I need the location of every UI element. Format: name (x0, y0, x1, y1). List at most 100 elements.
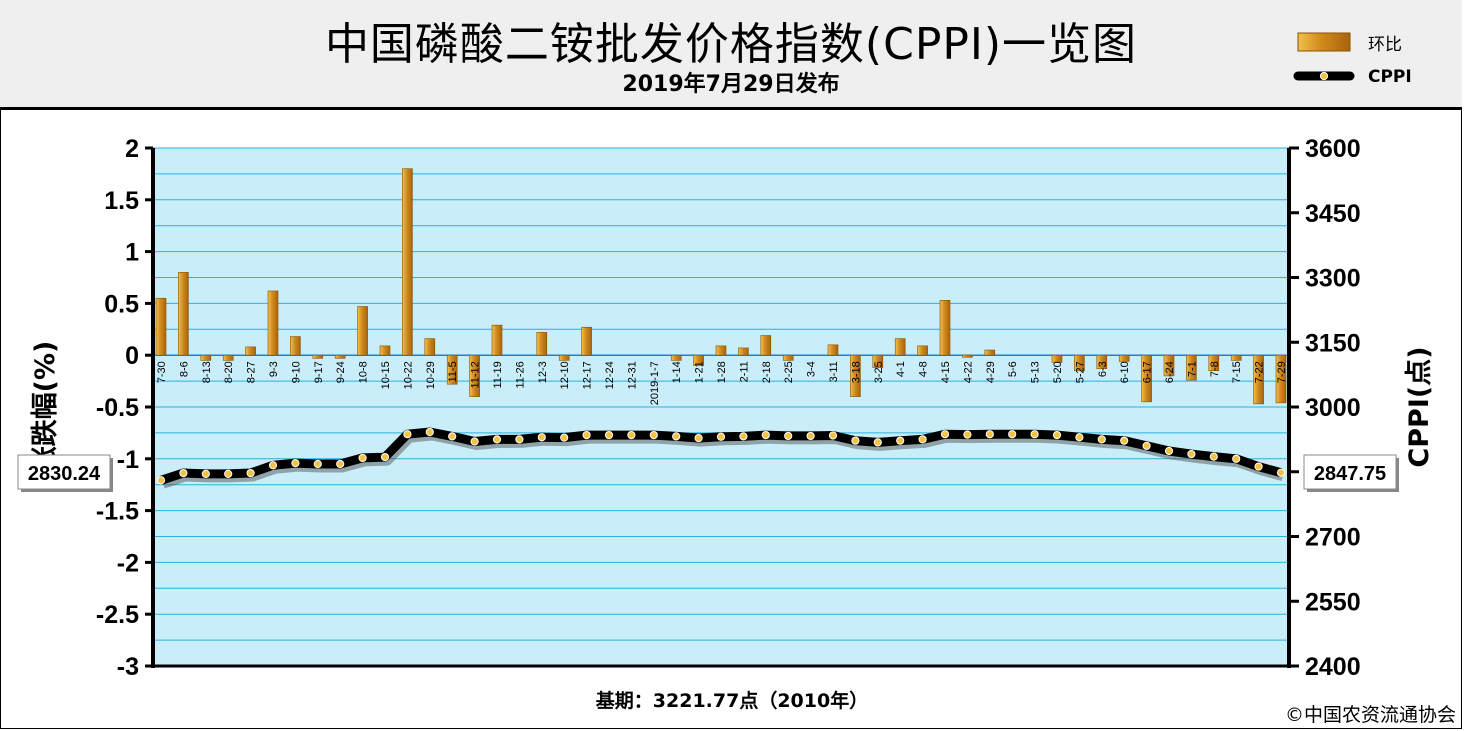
x-category-label: 7-22 (1254, 361, 1266, 383)
x-category-label: 5-13 (1030, 361, 1042, 383)
x-category-label: 7-15 (1231, 361, 1243, 383)
bar-mom-change (469, 354, 480, 397)
bar-mom-change (334, 354, 346, 359)
right-tick-label: 2700 (1305, 524, 1361, 552)
x-category-label: 3-4 (806, 361, 818, 377)
cppi-point (716, 432, 726, 441)
bar-mom-change (1275, 354, 1287, 404)
bar-mom-change (872, 354, 884, 368)
x-category-label: 6-24 (1164, 361, 1176, 383)
cppi-point (694, 433, 703, 443)
bar-mom-change (178, 272, 189, 356)
bar-mom-change (962, 354, 973, 358)
x-category-label: 3-11 (828, 361, 840, 382)
cppi-point (963, 430, 972, 439)
right-tick-label: 3600 (1305, 135, 1361, 163)
x-category-label: 8-27 (246, 361, 258, 383)
x-category-label: 10-8 (358, 361, 370, 383)
cppi-point (403, 430, 412, 439)
cppi-point (224, 469, 233, 479)
x-category-label: 12-24 (604, 361, 616, 389)
cppi-point (828, 431, 838, 440)
cppi-point (1254, 462, 1263, 471)
bar-mom-change (670, 354, 682, 361)
cppi-point (291, 459, 300, 468)
x-category-label: 2019-1-7 (649, 361, 661, 405)
cppi-point (1097, 435, 1106, 444)
bar-mom-change (402, 168, 413, 356)
cppi-point (515, 435, 524, 444)
x-category-label: 11-5 (447, 361, 459, 382)
cppi-point (806, 431, 815, 441)
x-category-label: 1-28 (716, 361, 728, 383)
x-category-label: 10-15 (380, 361, 392, 389)
cppi-point (761, 430, 770, 440)
cppi-point (918, 435, 927, 444)
cppi-point (492, 435, 502, 444)
x-category-label: 4-8 (918, 361, 930, 377)
x-category-label: 12-17 (582, 361, 594, 389)
cppi-point (582, 430, 591, 440)
cppi-point (1075, 433, 1084, 442)
cppi-point (560, 433, 569, 442)
first-value-callout-box (17, 454, 111, 490)
cppi-point (1276, 468, 1286, 477)
right-tick-label: 2400 (1305, 653, 1361, 681)
cppi-point (985, 430, 994, 439)
cppi-point (358, 453, 367, 463)
x-category-label: 7-1 (1186, 361, 1198, 377)
x-category-label: 11-19 (492, 361, 504, 388)
x-category-label: 9-17 (313, 361, 325, 383)
cppi-point (739, 432, 748, 441)
left-tick-label: -2.5 (96, 601, 139, 629)
cppi-point (784, 431, 793, 441)
right-tick-label: 3450 (1305, 200, 1361, 228)
left-tick-label: -3 (117, 653, 139, 681)
x-category-label: 6-17 (1142, 361, 1154, 383)
right-tick-label: 3150 (1305, 329, 1361, 357)
cppi-point (1187, 449, 1196, 459)
cppi-point (380, 452, 390, 462)
left-tick-label: -0.5 (96, 394, 139, 422)
x-category-label: 5-20 (1052, 361, 1064, 383)
bar-mom-change (738, 347, 749, 356)
x-category-label: 11-12 (470, 361, 482, 388)
left-tick-label: -1 (117, 446, 139, 474)
left-tick-label: 0.5 (104, 290, 139, 318)
cppi-point (940, 430, 950, 439)
base-period-note: 基期：3221.77点（2010年） (595, 690, 869, 712)
bar-mom-change (290, 336, 301, 356)
bar-mom-change (558, 354, 570, 361)
cppi-point (672, 432, 681, 441)
cppi-point (649, 430, 658, 440)
x-category-label: 9-3 (268, 361, 280, 377)
x-category-label: 8-6 (178, 361, 190, 377)
x-category-label: 12-31 (626, 361, 638, 389)
x-category-label: 11-26 (514, 361, 526, 388)
cppi-point (896, 436, 905, 445)
first-value-callout: 2830.24 (28, 463, 101, 485)
bar-mom-change (984, 349, 996, 356)
bar-mom-change (536, 332, 548, 356)
right-tick-label: 3300 (1305, 265, 1361, 293)
bar-mom-change (155, 297, 167, 356)
x-category-label: 2-25 (783, 361, 795, 383)
cppi-point (201, 469, 210, 479)
bar-mom-change (1051, 354, 1063, 363)
x-category-label: 4-15 (940, 361, 952, 383)
left-tick-label: 1.5 (104, 187, 139, 215)
x-category-label: 7-8 (1209, 361, 1221, 377)
bar-mom-change (1096, 354, 1108, 369)
chart-subtitle: 2019年7月29日发布 (622, 72, 840, 97)
left-tick-label: -1.5 (96, 498, 139, 526)
right-tick-label: 2550 (1305, 588, 1361, 616)
legend-bar-swatch (1297, 32, 1351, 52)
bar-mom-change (693, 354, 704, 366)
cppi-point (1008, 430, 1017, 439)
x-category-label: 6-10 (1119, 361, 1131, 383)
bar-mom-change (1253, 354, 1264, 405)
cppi-point (1209, 452, 1218, 461)
x-category-label: 8-13 (201, 361, 213, 383)
x-category-label: 8-20 (223, 361, 235, 383)
cppi-point (156, 476, 166, 485)
